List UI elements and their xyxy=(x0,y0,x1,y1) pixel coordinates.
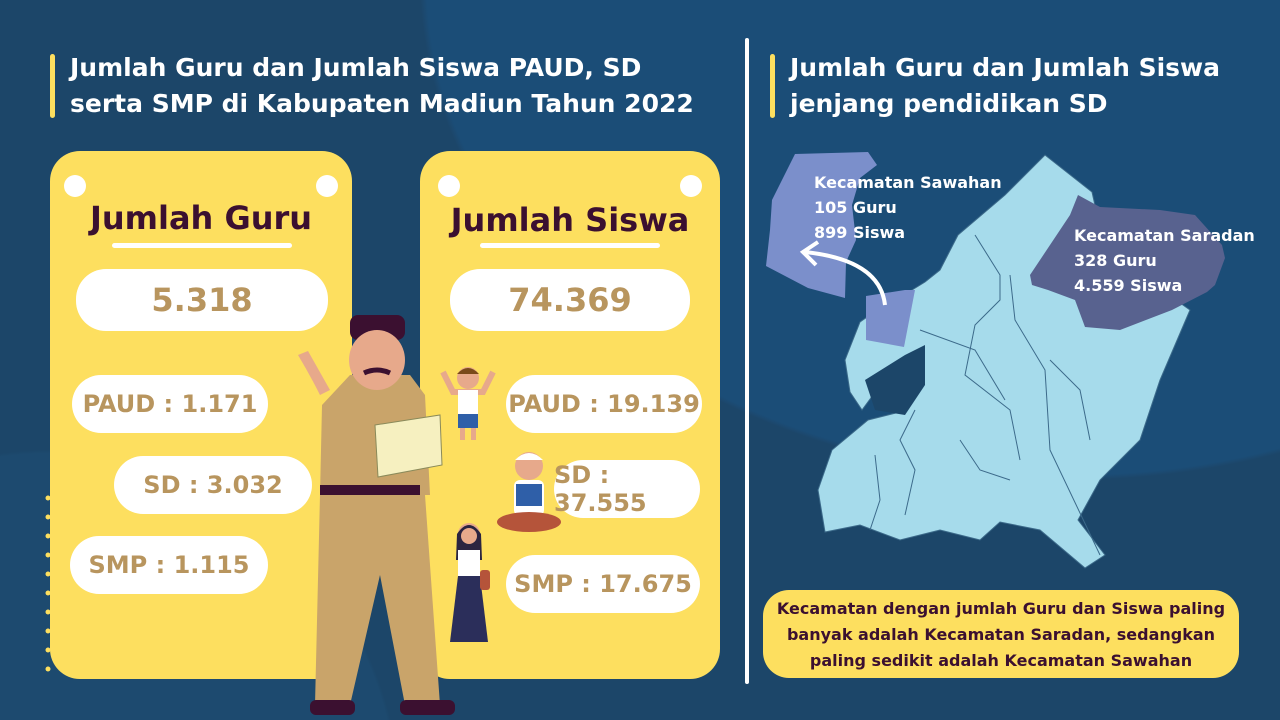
guru-paud: PAUD : 1.171 xyxy=(72,375,268,433)
saradan-label: Kecamatan Saradan 328 Guru 4.559 Siswa xyxy=(1074,223,1255,298)
dot xyxy=(45,495,51,501)
guru-sd: SD : 3.032 xyxy=(114,456,312,514)
map-hole xyxy=(865,345,925,415)
guru-total: 5.318 xyxy=(76,269,328,331)
map-district-sawahan-zoom xyxy=(766,152,877,298)
dot xyxy=(45,533,51,539)
divider xyxy=(745,38,749,684)
siswa-sd: SD : 37.555 xyxy=(554,460,700,518)
siswa-title: Jumlah Siswa xyxy=(450,201,690,239)
dot xyxy=(45,647,51,653)
underline xyxy=(112,243,292,248)
saradan-name: Kecamatan Saradan xyxy=(1074,226,1255,245)
siswa-paud: PAUD : 19.139 xyxy=(506,375,702,433)
card-hole xyxy=(64,175,86,197)
district-borders xyxy=(869,234,1101,556)
sawahan-guru: 105 Guru xyxy=(814,198,897,217)
sawahan-siswa: 899 Siswa xyxy=(814,223,906,242)
map-district-saradan xyxy=(1030,195,1225,330)
summary-note: Kecamatan dengan jumlah Guru dan Siswa p… xyxy=(763,590,1239,678)
underline xyxy=(480,243,660,248)
map-district-sawahan xyxy=(866,290,915,347)
card-hole xyxy=(438,175,460,197)
left-title: Jumlah Guru dan Jumlah Siswa PAUD, SD se… xyxy=(50,50,710,122)
dot xyxy=(45,666,51,672)
student-girl-icon xyxy=(450,523,490,642)
siswa-smp: SMP : 17.675 xyxy=(506,555,700,613)
dot xyxy=(45,609,51,615)
arrow-icon xyxy=(804,250,887,306)
dot xyxy=(45,590,51,596)
student-reading-icon xyxy=(497,452,561,532)
sawahan-label: Kecamatan Sawahan 105 Guru 899 Siswa xyxy=(814,170,1002,245)
dot xyxy=(45,514,51,520)
dot xyxy=(45,571,51,577)
siswa-total: 74.369 xyxy=(450,269,690,331)
saradan-guru: 328 Guru xyxy=(1074,251,1157,270)
dot xyxy=(45,628,51,634)
card-hole xyxy=(680,175,702,197)
card-hole xyxy=(316,175,338,197)
student-boy-icon xyxy=(440,367,496,440)
right-title: Jumlah Guru dan Jumlah Siswa jenjang pen… xyxy=(770,50,1230,122)
saradan-siswa: 4.559 Siswa xyxy=(1074,276,1183,295)
guru-title: Jumlah Guru xyxy=(89,199,313,237)
sawahan-name: Kecamatan Sawahan xyxy=(814,173,1002,192)
madiun-map xyxy=(766,152,1225,569)
guru-card: Jumlah Guru 5.318 PAUD : 1.171 SD : 3.03… xyxy=(50,151,352,679)
guru-smp: SMP : 1.115 xyxy=(70,536,268,594)
dot xyxy=(45,552,51,558)
teacher-illustration xyxy=(298,315,455,715)
